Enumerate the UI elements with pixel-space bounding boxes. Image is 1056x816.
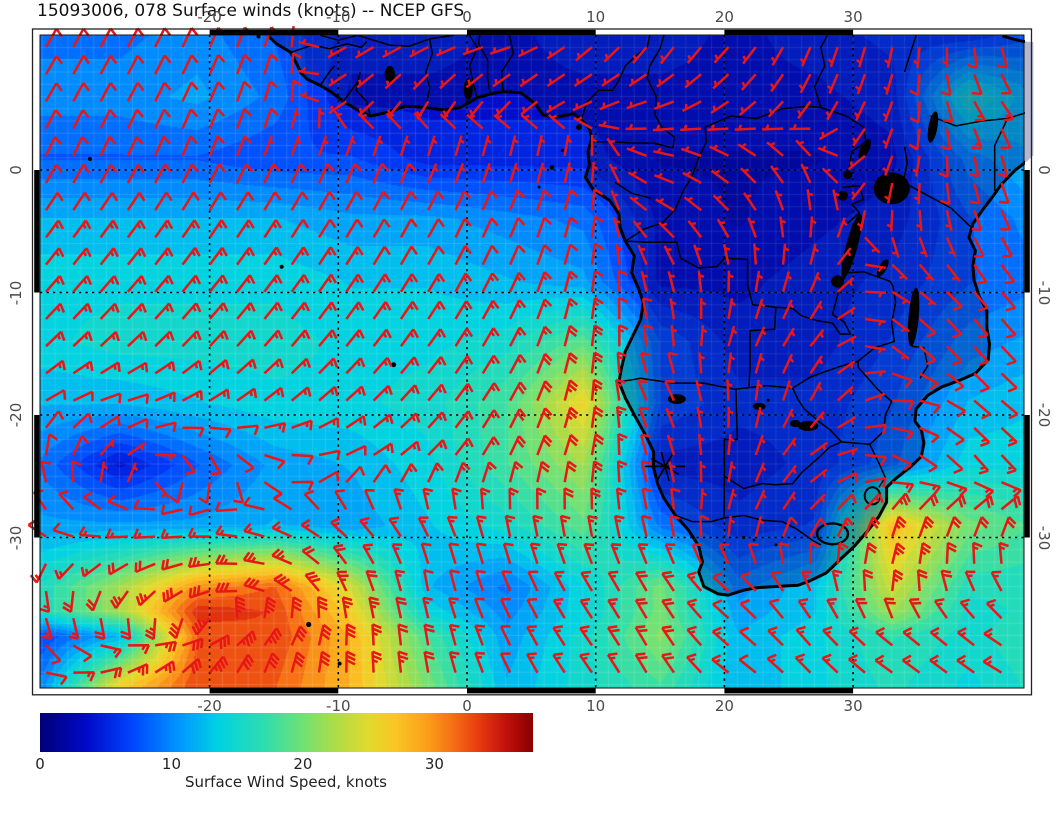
- frame-segment-right: [1024, 415, 1030, 538]
- lat-tick-label-left: -30: [7, 525, 25, 550]
- lon-tick-label-bottom: 20: [714, 697, 734, 715]
- lon-tick-label-bottom: 10: [586, 697, 606, 715]
- frame-segment-left: [34, 415, 40, 538]
- lon-tick-label-top: 30: [843, 8, 863, 26]
- frame-segment-bottom: [209, 688, 339, 694]
- colorbar-tick-label: 30: [424, 755, 444, 773]
- colorbar-label: Surface Wind Speed, knots: [184, 773, 387, 791]
- frame-segment-bottom: [724, 688, 854, 694]
- colorbar-tick-label: 20: [293, 755, 313, 773]
- lat-tick-label-left: -10: [7, 280, 25, 305]
- plot-title: 15093006, 078 Surface winds (knots) -- N…: [37, 1, 465, 21]
- lat-tick-label-right: -30: [1035, 525, 1053, 550]
- frame-segment-bottom: [467, 688, 596, 694]
- colorbar: [40, 713, 533, 752]
- lon-tick-label-top: 10: [586, 8, 606, 26]
- wind-speed-field: [40, 35, 1024, 688]
- lon-tick-label-top: 0: [462, 8, 472, 26]
- lat-tick-label-right: -10: [1035, 280, 1053, 305]
- lon-tick-label-bottom: 30: [843, 697, 863, 715]
- colorbar-tick-label: 10: [161, 755, 181, 773]
- lat-tick-label-right: 0: [1035, 165, 1053, 175]
- lon-tick-label-top: -10: [326, 8, 351, 26]
- lat-tick-label-left: 0: [7, 165, 25, 175]
- frame-segment-right: [1024, 170, 1030, 293]
- lon-tick-label-top: 20: [714, 8, 734, 26]
- frame-segment-left: [34, 170, 40, 293]
- lon-tick-label-bottom: -10: [326, 697, 351, 715]
- lon-tick-label-top: -20: [197, 8, 222, 26]
- lon-tick-label-bottom: 0: [462, 697, 472, 715]
- lon-tick-label-bottom: -20: [197, 697, 222, 715]
- lat-tick-label-right: -20: [1035, 402, 1053, 428]
- colorbar-tick-label: 0: [35, 755, 45, 773]
- lat-tick-label-left: -20: [7, 402, 25, 428]
